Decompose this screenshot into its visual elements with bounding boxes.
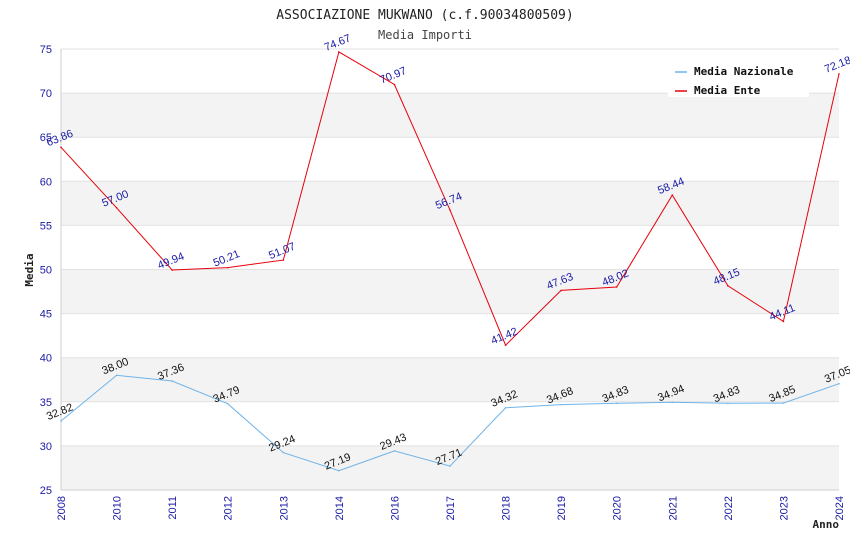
- x-tick-label: 2016: [389, 496, 401, 520]
- data-label: 72.18: [823, 54, 850, 75]
- x-tick-label: 2022: [723, 496, 735, 520]
- data-point: [782, 402, 785, 404]
- y-tick-label: 40: [40, 353, 52, 365]
- x-tick-label: 2008: [56, 496, 68, 520]
- chart-subtitle: Media Importi: [378, 28, 472, 42]
- data-point: [727, 285, 729, 287]
- data-point: [171, 269, 173, 271]
- x-tick-label: 2021: [667, 496, 679, 520]
- data-point: [560, 403, 562, 406]
- data-point: [449, 209, 451, 211]
- data-point: [727, 402, 729, 405]
- x-tick-label: 2013: [278, 496, 290, 520]
- data-point: [60, 146, 62, 149]
- data-point: [282, 451, 285, 454]
- data-point: [115, 206, 118, 209]
- x-tick-label: 2024: [834, 496, 846, 520]
- data-point: [393, 450, 396, 452]
- y-tick-label: 60: [40, 176, 52, 188]
- data-label: 74.67: [323, 32, 353, 53]
- x-axis-ticks: 2008 2010 2011 2012 2013 2014 2016 2017 2018 2019…: [56, 496, 846, 520]
- y-tick-label: 65: [40, 132, 52, 144]
- data-point: [338, 51, 340, 53]
- data-point: [838, 73, 840, 75]
- grid-band: [61, 93, 839, 138]
- x-tick-label: 2019: [556, 496, 568, 520]
- x-tick-label: 2010: [112, 496, 124, 520]
- series-lines: [60, 51, 840, 472]
- data-point: [171, 380, 173, 382]
- y-tick-label: 70: [40, 88, 52, 100]
- data-point: [671, 401, 674, 404]
- legend-label-media-nazionale: Media Nazionale: [694, 65, 794, 78]
- x-tick-label: 2020: [612, 496, 624, 520]
- x-tick-label: 2014: [334, 496, 346, 520]
- x-tick-label: 2011: [167, 496, 179, 520]
- grid-band: [61, 445, 839, 490]
- grid-band: [61, 357, 839, 402]
- grid-band: [61, 269, 839, 314]
- y-tick-label: 45: [40, 309, 52, 321]
- data-label: 51.07: [267, 241, 297, 262]
- data-point: [504, 344, 507, 346]
- data-point: [615, 286, 618, 288]
- y-axis-ticks: 25 30 35 40 45 50 55 60 65 70 75: [40, 44, 52, 497]
- legend: Media Nazionale Media Ente: [668, 60, 809, 97]
- data-point: [504, 406, 507, 409]
- grid-band: [61, 181, 839, 226]
- y-tick-label: 25: [40, 485, 52, 497]
- data-point: [449, 465, 451, 467]
- data-point: [560, 289, 562, 292]
- data-point: [226, 402, 229, 405]
- legend-label-media-ente: Media Ente: [694, 84, 761, 97]
- y-tick-label: 50: [40, 265, 52, 277]
- y-tick-label: 55: [40, 220, 52, 232]
- y-tick-label: 30: [40, 441, 52, 453]
- data-label: 41.42: [489, 326, 519, 347]
- axes: [60, 49, 839, 491]
- data-point: [226, 266, 229, 269]
- data-point: [338, 469, 340, 472]
- grid-bands: [61, 93, 839, 490]
- x-tick-label: 2018: [501, 496, 513, 520]
- data-point: [838, 382, 840, 385]
- data-point: [393, 83, 396, 86]
- data-point: [60, 420, 62, 422]
- data-point: [615, 402, 618, 405]
- x-tick-label: 2012: [223, 496, 235, 520]
- data-point: [115, 374, 118, 377]
- data-label: 70.97: [378, 65, 408, 86]
- x-tick-label: 2017: [445, 496, 457, 520]
- x-axis-label: Anno: [813, 518, 840, 531]
- y-axis-label: Media: [23, 253, 36, 286]
- x-tick-label: 2023: [778, 496, 790, 520]
- legend-box: [668, 60, 809, 97]
- data-point: [671, 194, 674, 196]
- data-label: 63.86: [45, 128, 75, 149]
- data-point: [782, 320, 785, 323]
- chart-title: ASSOCIAZIONE MUKWANO (c.f.90034800509): [276, 8, 573, 23]
- data-point: [282, 259, 285, 261]
- y-tick-label: 75: [40, 44, 52, 56]
- y-tick-label: 35: [40, 397, 52, 409]
